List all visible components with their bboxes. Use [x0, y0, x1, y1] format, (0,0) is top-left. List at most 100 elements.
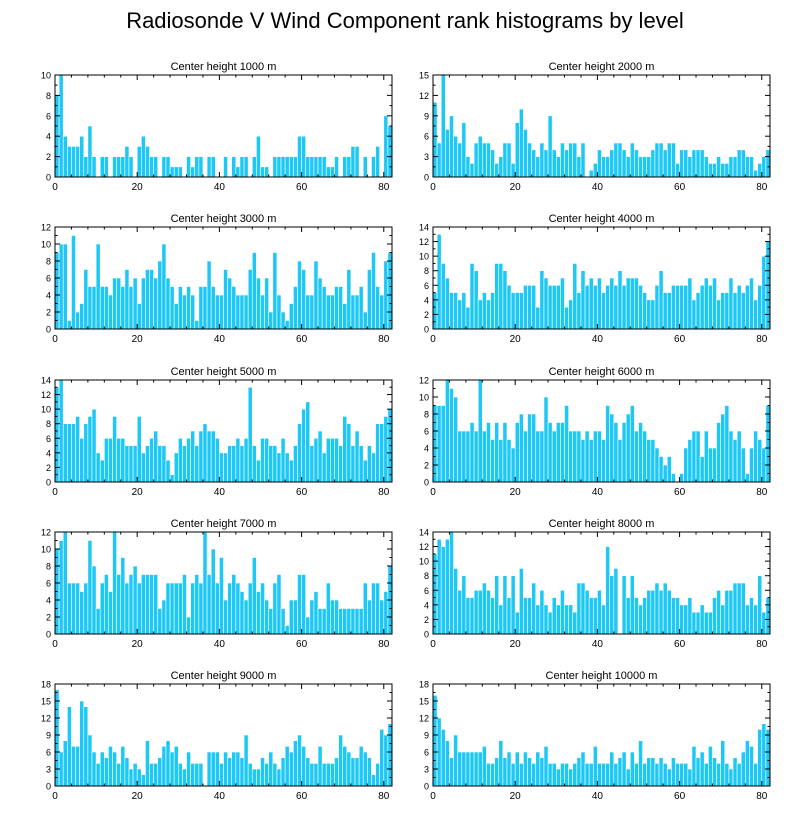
histogram-bar: [354, 608, 360, 635]
histogram-bar: [71, 146, 76, 178]
histogram-bar: [272, 252, 278, 330]
histogram-bar: [379, 729, 385, 787]
histogram-bar: [338, 734, 343, 787]
histogram-bar: [449, 757, 454, 787]
histogram-bar: [132, 277, 138, 330]
histogram-bar: [494, 163, 500, 178]
y-tick-label: 12: [419, 91, 429, 101]
histogram-bar: [482, 430, 487, 483]
histogram-bar: [149, 763, 154, 787]
y-tick-label: 14: [41, 376, 51, 386]
histogram-bar: [708, 611, 713, 635]
histogram-bar: [334, 156, 339, 178]
histogram-bar: [309, 763, 315, 787]
histogram-bar: [453, 568, 458, 635]
histogram-bar: [765, 149, 771, 178]
histogram-bar: [436, 142, 442, 178]
x-tick-label: 60: [296, 791, 308, 802]
histogram-bar: [206, 430, 212, 483]
histogram-bar: [572, 142, 578, 178]
histogram-bar: [141, 452, 146, 483]
histogram-bar: [182, 574, 187, 635]
histogram-bar: [477, 751, 483, 787]
y-tick-label: 12: [41, 223, 51, 233]
histogram-bar: [354, 430, 360, 483]
histogram-bar: [514, 611, 520, 635]
histogram-bar: [173, 582, 179, 635]
histogram-bar: [362, 311, 368, 330]
histogram-bar: [699, 604, 705, 635]
histogram-bar: [272, 156, 278, 178]
histogram-bar: [683, 447, 689, 483]
histogram-bar: [132, 763, 138, 787]
histogram-bar: [494, 263, 500, 330]
histogram-bar: [91, 565, 97, 635]
histogram-bar: [177, 166, 183, 178]
histogram-bar: [638, 604, 643, 635]
histogram-bar: [749, 277, 754, 330]
histogram-bar: [354, 757, 360, 787]
histogram-bar: [654, 447, 660, 483]
histogram-bar: [116, 156, 122, 178]
histogram-bar: [256, 591, 261, 635]
histogram-bar: [728, 430, 734, 483]
x-tick-label: 60: [296, 639, 308, 650]
x-tick-label: 60: [674, 791, 686, 802]
histogram-bar: [112, 277, 117, 330]
histogram-bar: [551, 763, 557, 787]
histogram-bar: [523, 129, 528, 178]
histogram-bar: [560, 589, 565, 635]
histogram-bar: [214, 294, 220, 330]
histogram-bar: [440, 546, 446, 635]
histogram-bar: [128, 286, 134, 330]
histogram-bar: [99, 286, 105, 330]
histogram-bar: [247, 582, 253, 635]
histogram-bar: [83, 269, 89, 330]
histogram-bar: [683, 149, 689, 178]
histogram-bar: [120, 286, 126, 330]
y-tick-label: 12: [419, 714, 429, 724]
x-tick-label: 20: [510, 791, 522, 802]
panel-title: Center height 8000 m: [549, 518, 655, 530]
histogram-bar: [136, 146, 142, 178]
y-tick-label: 0: [424, 325, 429, 335]
histogram-bar: [761, 723, 767, 787]
histogram-bar: [67, 423, 72, 483]
histogram-bar: [658, 757, 664, 787]
histogram-bar: [753, 604, 758, 635]
panel-title: Center height 2000 m: [549, 61, 655, 73]
histogram-bar: [87, 286, 93, 330]
histogram-bar: [510, 163, 516, 178]
histogram-bar: [761, 255, 767, 330]
y-tick-label: 4: [46, 448, 51, 458]
y-tick-label: 8: [424, 410, 429, 420]
histogram-bar: [383, 734, 389, 787]
histogram-bar: [58, 540, 64, 635]
histogram-bar: [547, 115, 553, 178]
histogram-bar: [301, 135, 306, 178]
histogram-bar: [629, 575, 635, 635]
histogram-bar: [560, 277, 565, 330]
histogram-bar: [383, 591, 389, 635]
y-tick-label: 2: [46, 152, 51, 162]
histogram-bar: [473, 270, 479, 330]
histogram-bar: [161, 243, 167, 330]
histogram-bar: [387, 723, 393, 787]
histogram-bar: [720, 604, 726, 635]
histogram-bar: [555, 768, 561, 787]
histogram-bar: [91, 751, 97, 787]
histogram-bar: [736, 582, 742, 635]
histogram-bar: [132, 565, 138, 635]
histogram-bar: [757, 284, 763, 330]
histogram-bar: [592, 163, 598, 178]
histogram-bar: [638, 740, 643, 787]
histogram-bar: [613, 422, 619, 483]
histogram-bar: [634, 430, 639, 483]
histogram-bar: [67, 582, 72, 635]
histogram-bar: [342, 303, 348, 330]
histogram-bar: [284, 625, 290, 635]
histogram-bar: [629, 405, 635, 483]
histogram-bar: [165, 156, 171, 178]
y-tick-label: 8: [46, 257, 51, 267]
